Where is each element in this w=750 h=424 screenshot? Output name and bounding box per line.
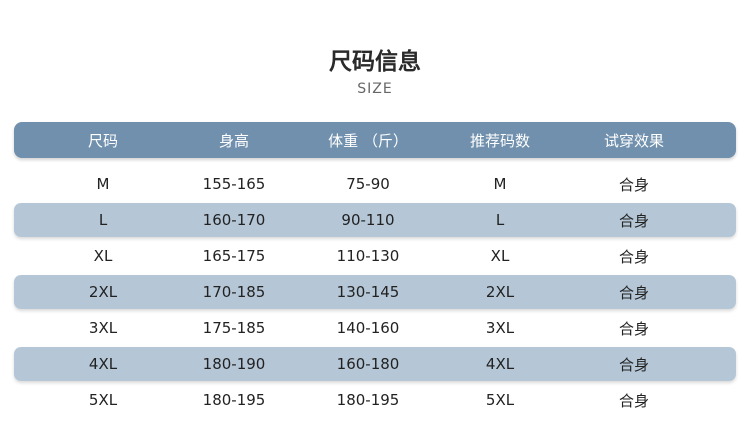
cell-fit: 合身 [618, 319, 649, 338]
cell-weight: 160-180 [336, 355, 400, 373]
column-header-size: 尺码 [87, 131, 118, 150]
table-row: 5XL 180-195 180-195 5XL 合身 [14, 382, 736, 418]
table-row: M 155-165 75-90 M 合身 [14, 166, 736, 202]
cell-recommended-size: XL [490, 247, 510, 265]
column-header-fit: 试穿效果 [603, 131, 664, 150]
cell-recommended-size: 4XL [485, 355, 515, 373]
cell-height: 170-185 [202, 283, 266, 301]
cell-height: 160-170 [202, 211, 266, 229]
page-subtitle: SIZE [357, 81, 393, 97]
column-header-height: 身高 [218, 131, 249, 150]
cell-recommended-size: L [495, 211, 505, 229]
table-header: 尺码 身高 体重 （斤） 推荐码数 试穿效果 [14, 122, 736, 158]
cell-fit: 合身 [618, 247, 649, 266]
cell-recommended-size: M [493, 175, 507, 193]
cell-fit: 合身 [618, 283, 649, 302]
cell-fit: 合身 [618, 391, 649, 410]
cell-size: 2XL [88, 283, 118, 301]
cell-height: 180-190 [202, 355, 266, 373]
cell-fit: 合身 [618, 211, 649, 230]
table-row: 2XL 170-185 130-145 2XL 合身 [14, 275, 736, 309]
cell-height: 165-175 [202, 247, 266, 265]
cell-height: 155-165 [202, 175, 266, 193]
table-row: L 160-170 90-110 L 合身 [14, 203, 736, 237]
cell-recommended-size: 3XL [485, 319, 515, 337]
cell-height: 180-195 [202, 391, 266, 409]
cell-height: 175-185 [202, 319, 266, 337]
cell-fit: 合身 [618, 355, 649, 374]
page-title: 尺码信息 [329, 49, 421, 75]
cell-weight: 180-195 [336, 391, 400, 409]
table-row: XL 165-175 110-130 XL 合身 [14, 238, 736, 274]
cell-size: M [96, 175, 110, 193]
cell-weight: 140-160 [336, 319, 400, 337]
table-row: 4XL 180-190 160-180 4XL 合身 [14, 347, 736, 381]
cell-size: 4XL [88, 355, 118, 373]
column-header-recommended-size: 推荐码数 [469, 131, 530, 150]
cell-weight: 110-130 [336, 247, 400, 265]
cell-weight: 75-90 [346, 175, 390, 193]
cell-recommended-size: 2XL [485, 283, 515, 301]
cell-size: XL [93, 247, 113, 265]
cell-weight: 130-145 [336, 283, 400, 301]
cell-size: 3XL [88, 319, 118, 337]
cell-recommended-size: 5XL [485, 391, 515, 409]
cell-size: 5XL [88, 391, 118, 409]
cell-size: L [98, 211, 108, 229]
table-row: 3XL 175-185 140-160 3XL 合身 [14, 310, 736, 346]
cell-fit: 合身 [618, 175, 649, 194]
column-header-weight: 体重 （斤） [328, 131, 408, 150]
cell-weight: 90-110 [341, 211, 395, 229]
